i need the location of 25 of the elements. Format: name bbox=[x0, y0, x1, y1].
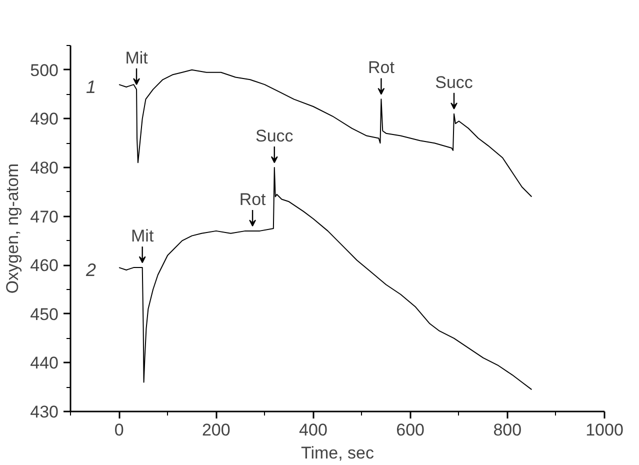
x-tick-label: 200 bbox=[202, 420, 230, 440]
x-tick-label: 1000 bbox=[586, 420, 624, 440]
series-label: 2 bbox=[85, 260, 96, 280]
annotation: Mit bbox=[131, 226, 154, 246]
y-tick-label: 480 bbox=[30, 158, 59, 178]
y-tick-label: 470 bbox=[30, 207, 59, 226]
x-tick-label: 600 bbox=[396, 420, 425, 440]
y-tick-label: 490 bbox=[30, 110, 59, 129]
annotation: Rot bbox=[368, 58, 395, 78]
annotation: Succ bbox=[255, 126, 294, 146]
x-tick-label: 800 bbox=[493, 420, 522, 440]
y-tick-label: 440 bbox=[30, 354, 59, 373]
x-tick-label: 0 bbox=[114, 420, 124, 440]
y-axis-title: Oxygen, ng-atom bbox=[3, 163, 22, 294]
y-tick-label: 430 bbox=[30, 402, 59, 422]
y-tick-label: 460 bbox=[30, 256, 59, 276]
y-tick-label: 450 bbox=[30, 304, 59, 324]
legend-label: 1 bbox=[86, 77, 96, 98]
annotation: Mit bbox=[125, 48, 148, 68]
annotation: Rot bbox=[239, 190, 266, 209]
annotation: Succ bbox=[435, 72, 474, 92]
x-tick-label: 400 bbox=[299, 420, 328, 440]
x-axis-title: Time, sec bbox=[300, 444, 375, 462]
y-tick-label: 500 bbox=[30, 60, 59, 80]
line-series bbox=[118, 167, 532, 390]
